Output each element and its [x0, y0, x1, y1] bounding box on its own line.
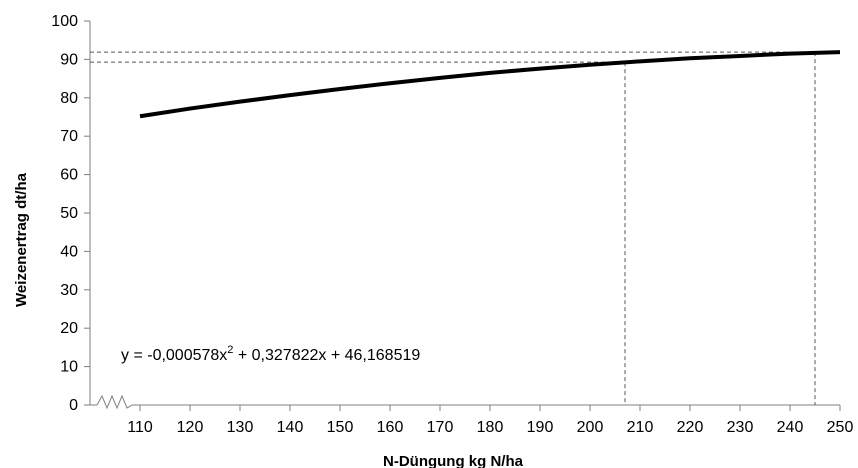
reference-lines — [90, 51, 816, 405]
y-tick-label: 40 — [60, 243, 78, 260]
y-tick-label: 100 — [51, 13, 78, 30]
x-tick-label: 140 — [277, 419, 304, 436]
x-tick-label: 250 — [827, 419, 854, 436]
y-tick-label: 60 — [60, 167, 78, 184]
x-tick-label: 180 — [477, 419, 504, 436]
x-tick-label: 190 — [527, 419, 554, 436]
y-axis-title: Weizenertrag dt/ha — [13, 172, 30, 307]
x-tick-label: 160 — [377, 419, 404, 436]
x-tick-label: 220 — [677, 419, 704, 436]
regression-equation: y = -0,000578x2 + 0,327822x + 46,168519 — [121, 344, 420, 364]
x-axis-break-icon — [96, 394, 133, 410]
y-tick-label: 20 — [60, 320, 78, 337]
x-tick-label: 170 — [427, 419, 454, 436]
y-tick-label: 80 — [60, 90, 78, 107]
y-tick-label: 10 — [60, 359, 78, 376]
x-tick-label: 240 — [777, 419, 804, 436]
y-axis: 0 10 20 30 40 50 60 70 80 90 100 — [51, 13, 91, 414]
y-tick-label: 0 — [69, 397, 78, 414]
x-axis: 110 120 130 140 150 160 170 180 190 200 210 220 230 2… — [90, 394, 854, 436]
series-group — [139, 50, 841, 119]
x-tick-label: 230 — [727, 419, 754, 436]
x-tick-label: 210 — [627, 419, 654, 436]
y-tick-label: 70 — [60, 128, 78, 145]
series-line — [139, 50, 841, 119]
x-tick-label: 200 — [577, 419, 604, 436]
x-tick-label: 110 — [127, 419, 153, 436]
y-tick-label: 90 — [60, 51, 78, 68]
x-tick-label: 120 — [177, 419, 204, 436]
y-tick-label: 50 — [60, 205, 78, 222]
y-tick-label: 30 — [60, 282, 78, 299]
x-tick-label: 130 — [227, 419, 254, 436]
x-tick-label: 150 — [327, 419, 354, 436]
x-axis-title: N-Düngung kg N/ha — [383, 453, 524, 468]
